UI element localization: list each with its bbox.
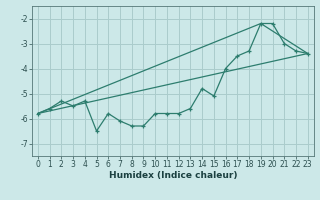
X-axis label: Humidex (Indice chaleur): Humidex (Indice chaleur) (108, 171, 237, 180)
